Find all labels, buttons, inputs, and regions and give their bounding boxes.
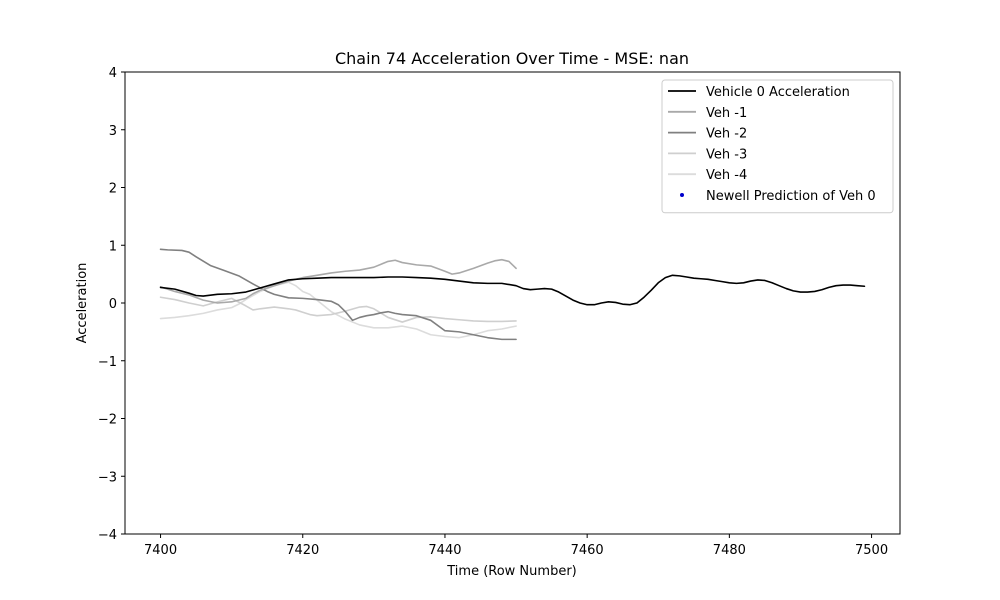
series-line-veh-3 (159, 296, 517, 323)
legend: Vehicle 0 Acceleration Veh -1 Veh -2 Veh -3… (661, 79, 894, 214)
x-tick-label: 7400 (144, 543, 177, 558)
legend-label: Veh -3 (706, 147, 747, 162)
series-line-veh-4 (159, 281, 517, 339)
legend-label: Vehicle 0 Acceleration (706, 85, 850, 100)
y-tick-label: 0 (109, 297, 117, 312)
y-tick-label: −2 (98, 413, 117, 428)
series-line-veh-1 (159, 258, 517, 304)
x-tick-label: 7480 (713, 543, 746, 558)
x-tick-label: 7500 (855, 543, 888, 558)
x-tick-label: 7440 (428, 543, 461, 558)
chart-title: Chain 74 Acceleration Over Time - MSE: n… (335, 49, 689, 68)
y-tick-label: 3 (109, 124, 117, 139)
series-layer (159, 248, 866, 341)
x-tick-label: 7460 (571, 543, 604, 558)
y-tick-label: −4 (98, 528, 117, 543)
axes-layer: 7400 7420 7440 7460 7480 7500 −4 −3 −2 −1 0 1 2 3 4 (98, 66, 901, 558)
x-axis-title: Time (Row Number) (446, 564, 576, 579)
legend-label: Veh -1 (706, 106, 747, 121)
x-tick-label: 7420 (286, 543, 319, 558)
legend-label: Veh -2 (706, 127, 747, 142)
legend-swatch-dot (680, 193, 684, 197)
y-tick-label: 1 (109, 239, 117, 254)
y-tick-label: −1 (98, 355, 117, 370)
y-tick-label: 4 (109, 66, 117, 81)
y-tick-label: −3 (98, 470, 117, 485)
legend-box (661, 79, 894, 214)
y-axis-title: Acceleration (75, 263, 90, 344)
series-line-vehicle-0 (159, 274, 866, 306)
series-line-veh-2 (159, 248, 517, 341)
y-tick-label: 2 (109, 182, 117, 197)
legend-label: Veh -4 (706, 168, 747, 183)
legend-label: Newell Prediction of Veh 0 (706, 189, 876, 204)
